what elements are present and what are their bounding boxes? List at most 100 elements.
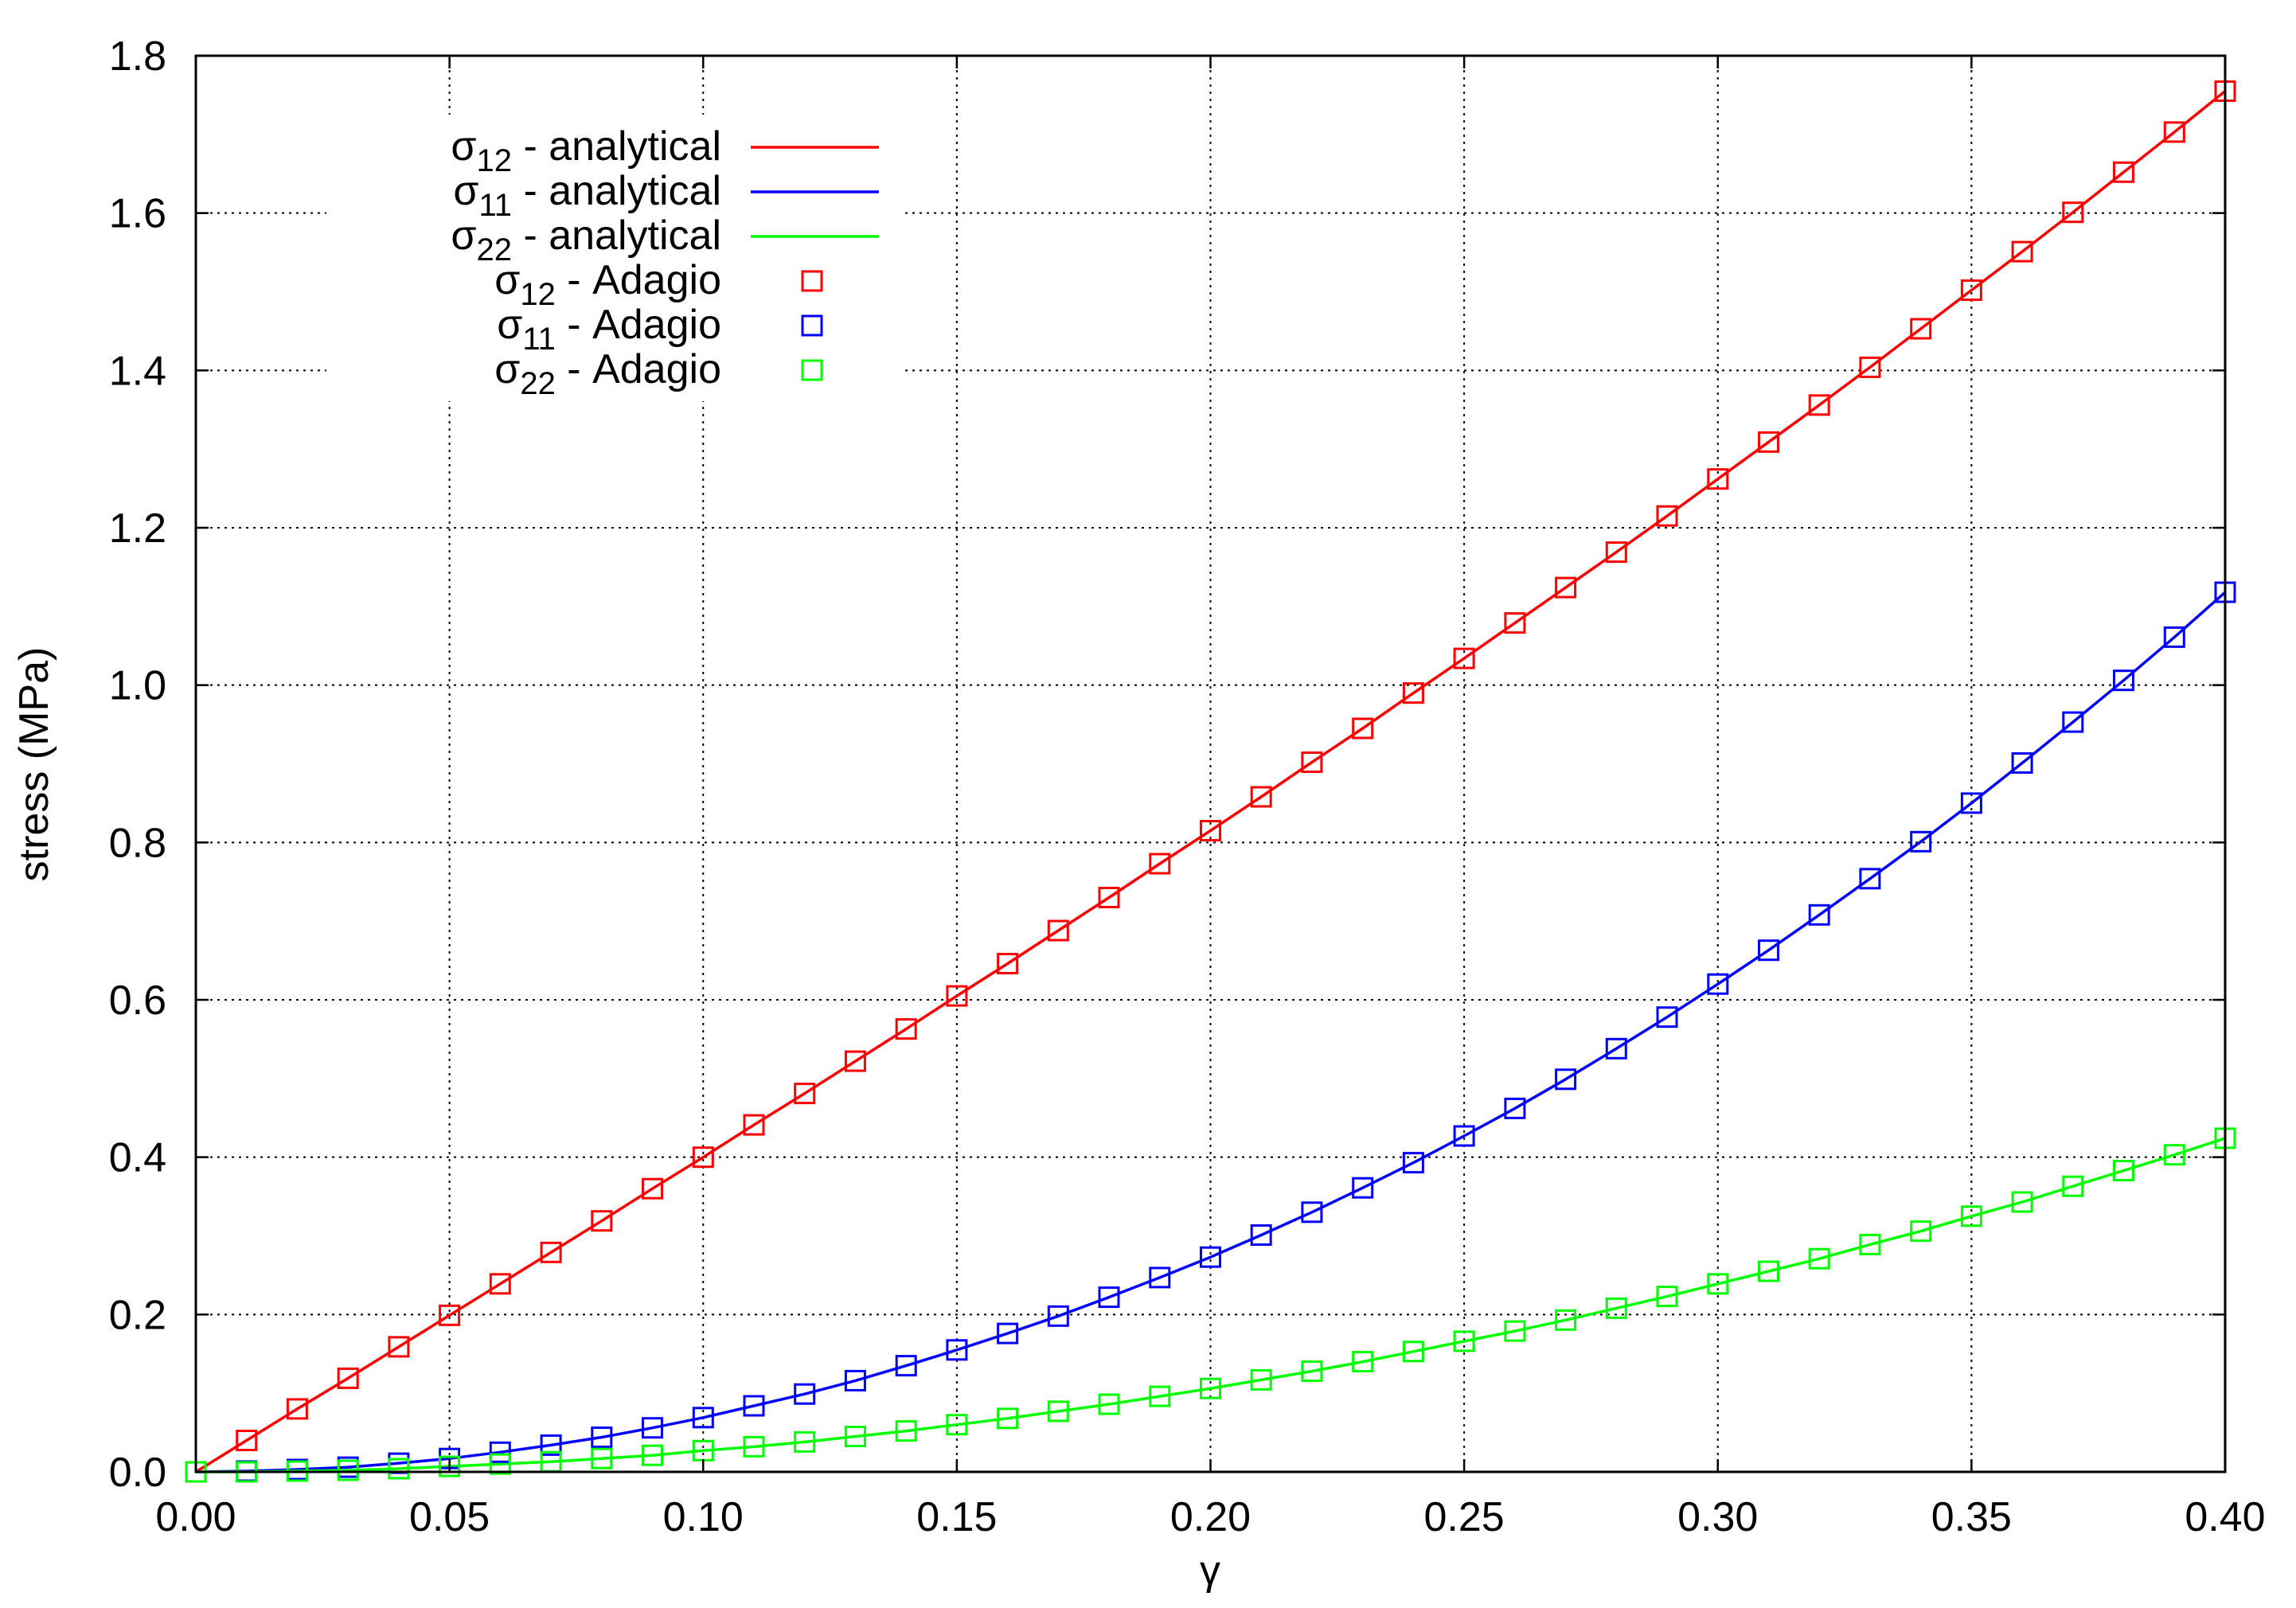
marker-sigma22-adagio — [1250, 1368, 1272, 1391]
marker-sigma12-adagio — [1910, 318, 1932, 340]
marker-sigma11-adagio — [946, 1339, 968, 1361]
marker-sigma11-adagio — [1859, 868, 1881, 890]
y-axis-label: stress (MPa) — [11, 647, 57, 882]
marker-sigma22-adagio — [1808, 1247, 1830, 1270]
marker-sigma12-adagio — [1859, 356, 1881, 378]
x-tick-label: 0.35 — [1931, 1494, 2012, 1540]
x-tick-label: 0.00 — [155, 1494, 236, 1540]
marker-sigma22-adagio — [2062, 1175, 2084, 1197]
marker-sigma22-adagio — [997, 1407, 1019, 1430]
marker-sigma22-adagio — [642, 1444, 663, 1466]
x-tick-label: 0.40 — [2185, 1494, 2265, 1540]
legend-label-sigma22-adagio: σ22 - Adagio — [494, 346, 721, 401]
marker-sigma22-adagio — [2113, 1160, 2134, 1181]
marker-sigma22-adagio — [1453, 1330, 1475, 1352]
legend-label-sigma11-analytical: σ11 - analytical — [453, 168, 721, 223]
marker-sigma12-adagio — [1707, 468, 1729, 490]
marker-sigma11-adagio — [591, 1427, 613, 1448]
x-tick-label: 0.25 — [1424, 1494, 1505, 1540]
legend-label-sigma22-analytical: σ22 - analytical — [451, 213, 721, 267]
marker-sigma12-adagio — [439, 1304, 461, 1326]
x-tick-label: 0.10 — [663, 1494, 744, 1540]
marker-sigma22-adagio — [439, 1455, 461, 1477]
marker-sigma12-adagio — [236, 1430, 258, 1451]
marker-sigma22-adagio — [1149, 1385, 1171, 1407]
marker-sigma12-adagio — [642, 1177, 663, 1200]
marker-sigma22-adagio — [1910, 1220, 1932, 1243]
marker-sigma22-adagio — [2163, 1144, 2185, 1166]
y-tick-label: 0.2 — [109, 1292, 166, 1338]
marker-sigma11-adagio — [2062, 711, 2084, 733]
marker-sigma12-adagio — [946, 985, 968, 1007]
marker-sigma12-adagio — [1504, 612, 1526, 634]
markers-sigma12-adagio — [185, 80, 2236, 1483]
marker-sigma11-adagio — [997, 1322, 1019, 1345]
marker-sigma12-adagio — [540, 1241, 562, 1263]
marker-sigma11-adagio — [2113, 669, 2134, 692]
marker-sigma12-adagio — [591, 1210, 613, 1232]
x-tick-label: 0.20 — [1170, 1494, 1251, 1540]
marker-sigma12-adagio — [2062, 201, 2084, 224]
marker-sigma22-adagio — [794, 1430, 816, 1453]
marker-sigma22-adagio — [591, 1447, 613, 1469]
marker-sigma11-adagio — [2163, 626, 2185, 648]
marker-sigma22-adagio — [1402, 1341, 1424, 1363]
y-tick-labels: 0.0 0.2 0.4 0.6 0.8 1.0 1.2 1.4 1.6 1.8 — [109, 33, 166, 1496]
marker-sigma12-adagio — [489, 1273, 511, 1295]
marker-sigma11-adagio — [1250, 1224, 1272, 1246]
marker-sigma12-adagio — [1960, 279, 1982, 301]
marker-sigma11-adagio — [1910, 830, 1932, 853]
x-tick-label: 0.30 — [1677, 1494, 1758, 1540]
marker-sigma11-adagio — [692, 1407, 714, 1429]
marker-sigma11-adagio — [1555, 1068, 1577, 1091]
marker-sigma11-adagio — [1758, 939, 1779, 962]
marker-sigma22-adagio — [1707, 1273, 1729, 1295]
marker-sigma12-adagio — [2011, 240, 2033, 263]
marker-sigma11-adagio — [1200, 1246, 1221, 1268]
marker-sigma12-adagio — [1758, 431, 1779, 453]
legend-background — [326, 115, 901, 401]
x-tick-label: 0.15 — [916, 1494, 997, 1540]
marker-sigma11-adagio — [1960, 792, 1982, 814]
legend-swatch-sigma11-adagio — [801, 314, 823, 337]
marker-sigma11-adagio — [1707, 973, 1729, 995]
marker-sigma22-adagio — [2011, 1191, 2033, 1213]
marker-sigma22-adagio — [337, 1459, 359, 1481]
marker-sigma22-adagio — [844, 1426, 866, 1447]
legend-swatch-sigma12-adagio — [801, 270, 823, 292]
marker-sigma12-adagio — [844, 1050, 866, 1072]
marker-sigma11-adagio — [642, 1417, 663, 1439]
marker-sigma11-adagio — [895, 1355, 917, 1377]
y-tick-label: 0.8 — [109, 820, 166, 866]
marker-sigma22-adagio — [1504, 1320, 1526, 1342]
marker-sigma22-adagio — [1960, 1205, 1982, 1227]
marker-sigma12-adagio — [1301, 751, 1323, 773]
marker-sigma11-adagio — [743, 1395, 765, 1417]
marker-sigma11-adagio — [1808, 904, 1830, 926]
marker-sigma12-adagio — [286, 1398, 308, 1420]
marker-sigma12-adagio — [1555, 576, 1577, 599]
marker-sigma11-adagio — [1656, 1006, 1678, 1028]
marker-sigma12-adagio — [1656, 505, 1678, 527]
marker-sigma12-adagio — [1402, 682, 1424, 704]
marker-sigma11-adagio — [1149, 1266, 1171, 1289]
y-tick-label: 1.4 — [109, 348, 166, 394]
marker-sigma22-adagio — [489, 1453, 511, 1475]
legend-label-sigma12-analytical: σ12 - analytical — [451, 123, 721, 178]
marker-sigma11-adagio — [1605, 1037, 1627, 1060]
marker-sigma11-adagio — [2011, 752, 2033, 774]
marker-sigma12-adagio — [388, 1336, 410, 1358]
legend-swatch-sigma22-adagio — [801, 359, 823, 381]
y-tick-label: 0.0 — [109, 1450, 166, 1496]
marker-sigma11-adagio — [1301, 1201, 1323, 1224]
marker-sigma22-adagio — [743, 1435, 765, 1458]
marker-sigma12-adagio — [1808, 394, 1830, 416]
marker-sigma22-adagio — [1605, 1297, 1627, 1319]
y-tick-label: 0.4 — [109, 1135, 166, 1181]
marker-sigma22-adagio — [946, 1414, 968, 1436]
analytical-curves — [195, 90, 2227, 1473]
marker-sigma11-adagio — [1352, 1177, 1374, 1199]
marker-sigma22-adagio — [1656, 1286, 1678, 1308]
marker-sigma11-adagio — [1098, 1286, 1120, 1309]
